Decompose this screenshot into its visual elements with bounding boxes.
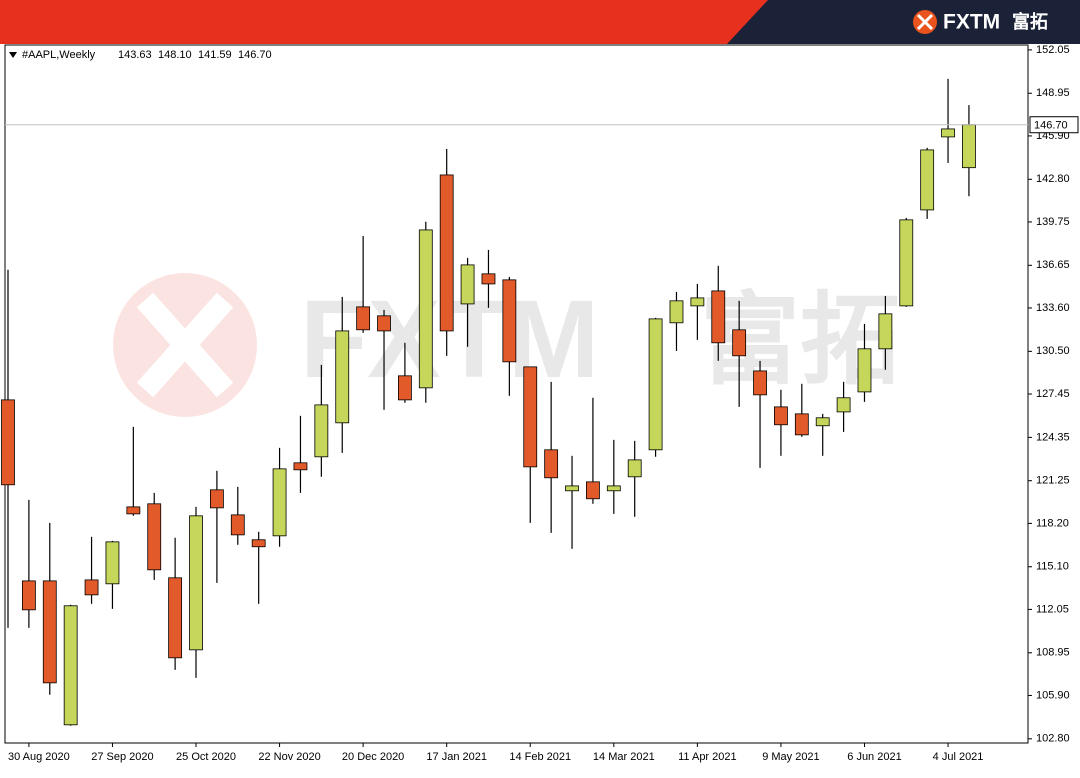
y-tick-label: 115.10: [1036, 561, 1069, 573]
x-tick-label: 14 Mar 2021: [593, 751, 655, 763]
candle-body: [732, 329, 747, 357]
candle-body: [690, 297, 705, 307]
candle-body: [481, 273, 496, 285]
y-tick-label: 148.95: [1036, 87, 1070, 99]
candle-body: [502, 279, 517, 363]
y-tick-label: 108.95: [1036, 647, 1070, 659]
y-tick-label: 136.65: [1036, 259, 1070, 271]
watermark-icon: [113, 273, 257, 417]
candle-body: [168, 577, 183, 659]
candle-body: [586, 481, 600, 500]
x-tick-label: 17 Jan 2021: [426, 751, 487, 763]
candle-body: [251, 539, 266, 548]
candle-body: [272, 468, 287, 537]
candle-body: [962, 124, 976, 169]
candle-body: [878, 313, 893, 350]
x-tick-label: 22 Nov 2020: [258, 751, 320, 763]
logo-icon-x: [916, 13, 934, 31]
current-price-box: [1029, 116, 1079, 134]
candle-body: [356, 306, 371, 331]
y-tick-label: 130.50: [1036, 345, 1070, 357]
x-tick-label: 20 Dec 2020: [342, 751, 404, 763]
y-tick-label: 118.20: [1036, 517, 1069, 529]
candle-body: [189, 515, 203, 651]
candle-body: [606, 485, 621, 492]
candle-body: [314, 404, 329, 458]
candle-body: [460, 264, 475, 305]
banner-dark: [727, 0, 1080, 44]
candle-body: [920, 149, 935, 211]
x-tick-label: 11 Apr 2021: [678, 751, 737, 763]
candle-body: [105, 541, 120, 585]
candle-body: [941, 128, 955, 138]
x-tick-label: 27 Sep 2020: [91, 751, 153, 763]
y-tick-label: 139.75: [1036, 216, 1070, 228]
candle-body: [669, 300, 684, 324]
candle-body: [335, 330, 350, 424]
y-tick-label: 121.25: [1036, 475, 1070, 487]
candle-body: [439, 174, 454, 332]
candle-body: [544, 449, 559, 479]
brand: FXTM: [943, 11, 1000, 34]
candle-body: [565, 485, 579, 492]
y-tick-label: 124.35: [1036, 431, 1070, 443]
candle-body: [899, 219, 914, 307]
candle-body: [84, 579, 99, 596]
candle-body: [794, 413, 809, 436]
legend-close: 146.70: [238, 49, 272, 61]
brand-cn: 富拓: [1012, 11, 1048, 32]
candle-body: [21, 580, 36, 611]
banner-red: [0, 0, 768, 44]
x-tick-label: 6 Jun 2021: [847, 751, 901, 763]
candle-body: [209, 489, 224, 509]
candle-body: [398, 375, 412, 401]
y-tick-label: 105.90: [1036, 689, 1070, 701]
candle-body: [42, 580, 57, 684]
x-tick-label: 4 Jul 2021: [933, 751, 984, 763]
x-tick-label: 9 May 2021: [762, 751, 819, 763]
candle-body: [815, 417, 830, 427]
candle-body: [63, 605, 78, 726]
candle-body: [230, 514, 245, 536]
y-tick-label: 127.45: [1036, 388, 1070, 400]
candle-body: [753, 370, 767, 396]
candle-body: [293, 462, 308, 471]
x-tick-label: 25 Oct 2020: [176, 751, 236, 763]
legend-low: 141.59: [198, 49, 232, 61]
candle-body: [836, 397, 851, 413]
candle-body: [627, 459, 642, 478]
y-tick-label: 102.80: [1036, 733, 1070, 745]
candle-body: [523, 366, 538, 468]
legend-symbol: #AAPL,Weekly: [22, 49, 96, 61]
candle-body: [711, 290, 726, 344]
x-tick-label: 30 Aug 2020: [8, 751, 70, 763]
y-tick-label: 133.60: [1036, 302, 1070, 314]
y-tick-label: 152.05: [1036, 44, 1070, 56]
x-tick-label: 14 Feb 2021: [509, 751, 571, 763]
candle-body: [418, 229, 433, 389]
candle-body: [147, 503, 162, 571]
legend-high: 148.10: [158, 49, 192, 61]
candle-body: [857, 348, 872, 393]
y-tick-label: 142.80: [1036, 173, 1070, 185]
candle-body: [377, 315, 391, 332]
y-tick-label: 112.05: [1036, 603, 1069, 615]
watermark-icon-x: [136, 292, 234, 398]
candle-body: [774, 406, 788, 426]
candle-body: [1, 399, 15, 486]
legend-open: 143.63: [118, 49, 152, 61]
candle-body: [648, 318, 663, 451]
legend-arrow: [9, 52, 17, 58]
candle-body: [126, 506, 141, 515]
current-price-label: 146.70: [1034, 120, 1068, 132]
